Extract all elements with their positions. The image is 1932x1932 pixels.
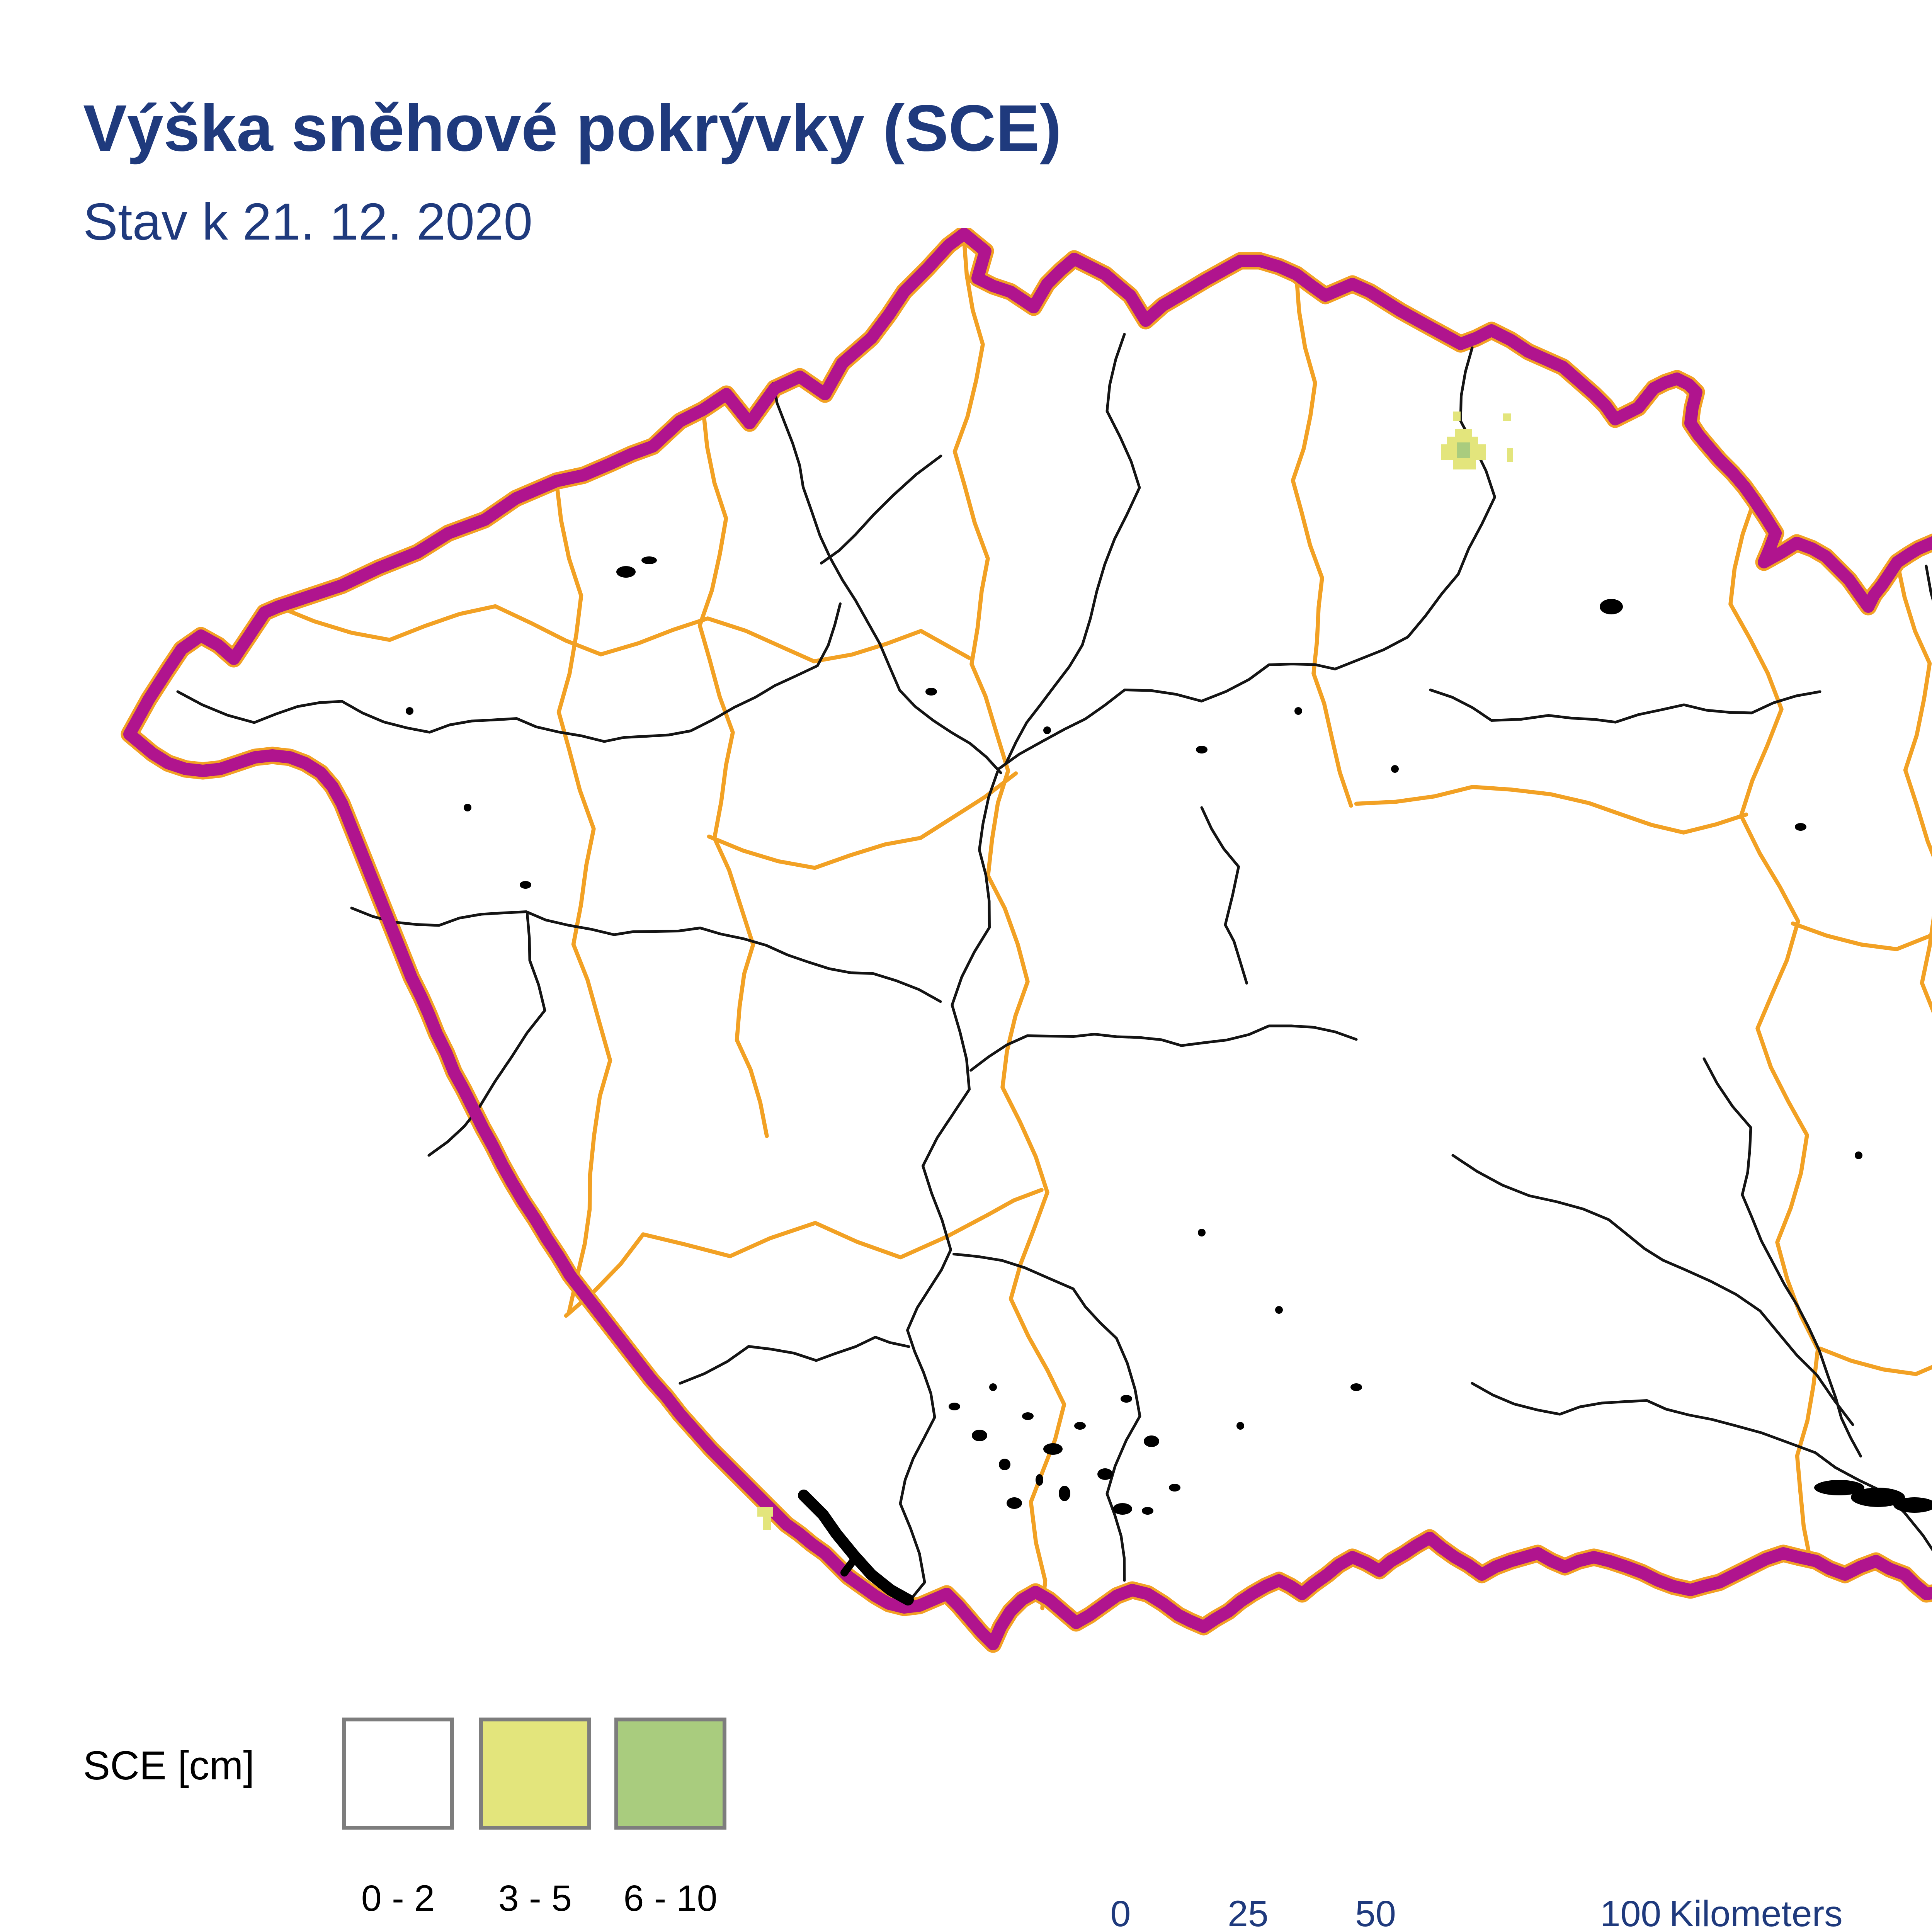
legend-swatch-3-5 bbox=[479, 1718, 591, 1830]
district-boundary bbox=[564, 1188, 1044, 1318]
legend-title: SCE [cm] bbox=[83, 1745, 255, 1789]
water-body bbox=[1893, 1497, 1932, 1513]
water-body bbox=[641, 556, 657, 564]
district-boundary bbox=[276, 604, 971, 663]
water-body bbox=[406, 707, 413, 715]
snow-patch-6-10 bbox=[1457, 442, 1470, 458]
scale-label-50: 50 bbox=[1355, 1895, 1396, 1932]
page-subtitle: Stav k 21. 12. 2020 bbox=[83, 193, 533, 251]
district-boundary bbox=[1728, 498, 1820, 1565]
river bbox=[952, 1253, 1141, 1582]
water-body bbox=[1043, 1443, 1063, 1455]
district-boundary bbox=[1354, 785, 1748, 835]
river bbox=[1200, 806, 1248, 985]
snow-patch-3-5 bbox=[757, 1507, 773, 1517]
water-body bbox=[1043, 726, 1051, 734]
snow-patch-3-5 bbox=[763, 1517, 771, 1530]
river bbox=[997, 346, 1496, 771]
water-body bbox=[1142, 1507, 1153, 1515]
water-body bbox=[1121, 1395, 1132, 1403]
water-body bbox=[1036, 1474, 1043, 1486]
legend-item: 3 - 5 bbox=[479, 1718, 591, 1922]
district-boundary bbox=[697, 407, 769, 1138]
scale-label-0: 0 bbox=[1110, 1895, 1131, 1932]
water-body bbox=[989, 1383, 997, 1391]
legend-swatch-6-10 bbox=[614, 1718, 726, 1830]
river bbox=[176, 602, 842, 743]
district-boundary bbox=[952, 237, 1066, 1611]
snow-patch-3-5 bbox=[1507, 448, 1513, 462]
water-body bbox=[949, 1403, 960, 1410]
water-body bbox=[1097, 1468, 1113, 1480]
district-boundary bbox=[554, 479, 612, 1314]
legend-item: 6 - 10 bbox=[614, 1718, 726, 1922]
water-body bbox=[1795, 823, 1806, 831]
snow-patch-3-5 bbox=[1478, 444, 1486, 460]
river bbox=[820, 454, 942, 565]
river bbox=[679, 1336, 910, 1385]
river bbox=[1005, 333, 1141, 764]
river bbox=[427, 912, 546, 1157]
water-body bbox=[1007, 1497, 1022, 1509]
legend-swatch-0-2 bbox=[342, 1718, 454, 1830]
water-body bbox=[1113, 1503, 1132, 1515]
water-body bbox=[1275, 1306, 1283, 1314]
water-body bbox=[1144, 1435, 1159, 1447]
legend-range-label: 0 - 2 bbox=[361, 1880, 435, 1920]
water-body bbox=[1196, 746, 1208, 753]
water-body bbox=[1851, 1488, 1905, 1507]
water-body bbox=[1198, 1229, 1206, 1236]
water-body bbox=[1350, 1383, 1362, 1391]
snow-patch-3-5 bbox=[1455, 429, 1472, 439]
scale-unit-label: Kilometers bbox=[1669, 1895, 1843, 1932]
water-body bbox=[1059, 1486, 1070, 1501]
snow-patch-3-5 bbox=[1453, 412, 1461, 421]
czech-republic-map bbox=[121, 228, 1932, 1653]
river bbox=[899, 770, 999, 1609]
river bbox=[969, 1024, 1358, 1072]
water-body bbox=[520, 881, 531, 889]
water-body bbox=[925, 688, 937, 696]
water-body bbox=[999, 1459, 1010, 1470]
scale-label-100: 100 bbox=[1600, 1895, 1662, 1932]
snow-patch-3-5 bbox=[1441, 444, 1451, 460]
legend-range-label: 6 - 10 bbox=[623, 1880, 718, 1920]
river bbox=[1471, 1382, 1932, 1551]
country-border bbox=[123, 228, 1932, 1650]
lipno-reservoir bbox=[840, 1553, 860, 1577]
water-body bbox=[1600, 599, 1623, 614]
water-body bbox=[1814, 1480, 1864, 1495]
water-body bbox=[1236, 1422, 1244, 1430]
district-boundary bbox=[707, 771, 1018, 870]
water-body bbox=[1169, 1484, 1180, 1492]
snow-patch-3-5 bbox=[1453, 460, 1476, 469]
river bbox=[1451, 1154, 1854, 1426]
district-boundary bbox=[1895, 560, 1932, 1014]
legend-item: 0 - 2 bbox=[342, 1718, 454, 1922]
river bbox=[1702, 1057, 1862, 1458]
page-title: Výška sněhové pokrývky (SCE) bbox=[83, 93, 1062, 166]
water-body bbox=[1074, 1422, 1086, 1430]
district-boundary bbox=[1791, 921, 1932, 951]
water-body bbox=[1855, 1151, 1862, 1159]
water-body bbox=[1391, 765, 1399, 773]
water-body bbox=[464, 804, 471, 811]
scale-label-25: 25 bbox=[1228, 1895, 1269, 1932]
river bbox=[350, 906, 942, 1003]
district-boundary bbox=[1291, 272, 1353, 808]
snow-patch-3-5 bbox=[1503, 413, 1511, 421]
river bbox=[1429, 689, 1821, 724]
legend-range-label: 3 - 5 bbox=[498, 1880, 572, 1920]
water-body bbox=[616, 566, 636, 578]
water-body bbox=[1294, 707, 1302, 715]
water-body bbox=[972, 1430, 987, 1441]
district-boundary bbox=[1818, 1346, 1932, 1376]
river bbox=[772, 382, 1002, 774]
water-body bbox=[1022, 1412, 1034, 1420]
